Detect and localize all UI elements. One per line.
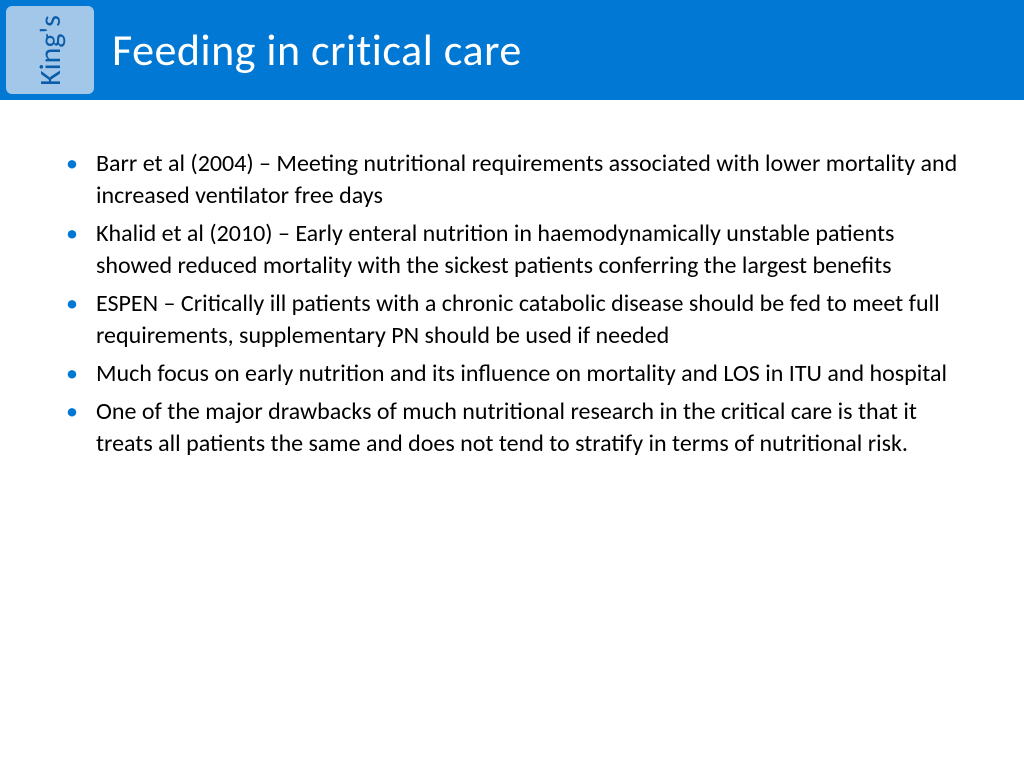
list-item: ESPEN – Critically ill patients with a c…	[60, 288, 964, 352]
kings-logo: King's	[6, 6, 94, 94]
list-item: Khalid et al (2010) – Early enteral nutr…	[60, 218, 964, 282]
slide-title: Feeding in critical care	[112, 23, 522, 77]
list-item: Barr et al (2004) – Meeting nutritional …	[60, 148, 964, 212]
bullet-list: Barr et al (2004) – Meeting nutritional …	[60, 148, 964, 460]
list-item: Much focus on early nutrition and its in…	[60, 358, 964, 390]
slide-content: Barr et al (2004) – Meeting nutritional …	[0, 100, 1024, 460]
slide-header: King's Feeding in critical care	[0, 0, 1024, 100]
logo-text: King's	[32, 15, 69, 86]
list-item: One of the major drawbacks of much nutri…	[60, 396, 964, 460]
